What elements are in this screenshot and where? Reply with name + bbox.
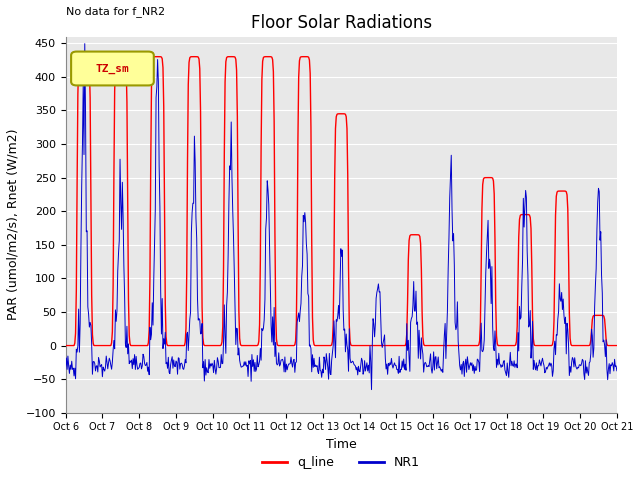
Legend: q_line, NR1: q_line, NR1 <box>257 451 425 474</box>
X-axis label: Time: Time <box>326 438 356 451</box>
FancyBboxPatch shape <box>71 51 154 85</box>
Y-axis label: PAR (umol/m2/s), Rnet (W/m2): PAR (umol/m2/s), Rnet (W/m2) <box>7 129 20 320</box>
Title: Floor Solar Radiations: Floor Solar Radiations <box>251 14 432 32</box>
Text: TZ_sm: TZ_sm <box>95 63 129 73</box>
Text: No data for f_NR2: No data for f_NR2 <box>65 6 164 17</box>
